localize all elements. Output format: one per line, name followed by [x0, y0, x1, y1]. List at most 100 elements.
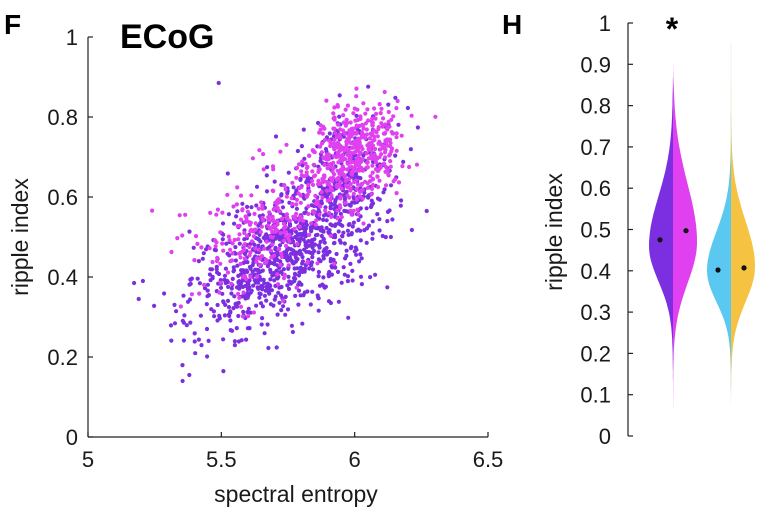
scatter-point: [271, 167, 276, 172]
scatter-point: [328, 233, 333, 238]
scatter-point: [249, 193, 254, 198]
scatter-point: [192, 339, 197, 344]
scatter-point: [152, 303, 157, 308]
scatter-point: [193, 351, 198, 356]
violin-right-half: [673, 64, 697, 416]
scatter-point: [336, 299, 341, 304]
scatter-point: [213, 244, 218, 249]
scatter-point: [379, 106, 384, 111]
scatter-point: [350, 268, 355, 273]
scatter-point: [256, 280, 261, 285]
scatter-points: [132, 80, 438, 384]
scatter-point: [264, 173, 269, 178]
scatter-point: [294, 285, 299, 290]
scatter-point: [240, 207, 245, 212]
scatter-point: [338, 154, 344, 159]
scatter-point: [268, 277, 273, 282]
scatter-point: [327, 269, 332, 275]
scatter-point: [295, 236, 300, 241]
scatter-point: [321, 173, 327, 178]
scatter-point: [383, 169, 388, 174]
scatter-point: [251, 229, 256, 234]
scatter-point: [317, 212, 322, 217]
scatter-point: [370, 170, 375, 175]
scatter-point: [296, 302, 301, 307]
scatter-point: [324, 180, 330, 185]
scatter-point: [407, 164, 412, 170]
scatter-point: [319, 225, 324, 230]
scatter-point: [300, 163, 305, 168]
scatter-point: [349, 164, 354, 169]
scatter-point: [248, 274, 253, 279]
violin-y-tick-label: 1: [599, 11, 611, 36]
scatter-point: [230, 241, 235, 246]
scatter-point: [240, 314, 246, 319]
scatter-point: [352, 150, 357, 155]
scatter-point: [215, 255, 220, 260]
scatter-point: [276, 282, 281, 287]
scatter-point: [264, 259, 269, 264]
scatter-point: [206, 338, 211, 343]
scatter-point: [330, 223, 335, 228]
scatter-point: [337, 182, 342, 187]
scatter-point: [332, 261, 337, 266]
scatter-point: [352, 131, 358, 136]
scatter-point: [326, 274, 331, 279]
scatter-point: [262, 331, 267, 336]
scatter-point: [298, 231, 303, 237]
scatter-title: ECoG: [120, 18, 214, 56]
scatter-point: [394, 131, 399, 136]
scatter-point: [307, 153, 312, 158]
scatter-point: [222, 277, 227, 282]
scatter-point: [286, 274, 291, 279]
scatter-point: [181, 293, 186, 298]
scatter-point: [361, 126, 366, 131]
scatter-point: [345, 274, 351, 279]
scatter-point: [321, 237, 326, 242]
scatter-point: [218, 285, 224, 290]
scatter-point: [243, 219, 248, 224]
scatter-point: [316, 296, 321, 301]
scatter-point: [268, 267, 273, 272]
scatter-point: [352, 249, 357, 254]
scatter-point: [346, 232, 351, 237]
scatter-point: [232, 339, 237, 344]
scatter-point: [339, 186, 344, 191]
scatter-point: [222, 273, 228, 278]
scatter-point: [257, 256, 263, 261]
scatter-point: [345, 120, 350, 125]
scatter-point: [358, 150, 363, 155]
scatter-point: [279, 254, 284, 259]
scatter-point: [181, 338, 186, 343]
scatter-point: [327, 138, 332, 143]
scatter-point: [296, 250, 301, 255]
scatter-point: [394, 106, 399, 111]
scatter-point: [322, 240, 327, 245]
scatter-point: [254, 203, 259, 208]
scatter-point: [175, 236, 180, 241]
scatter-point: [338, 196, 343, 201]
scatter-point: [261, 277, 266, 282]
scatter-point: [230, 251, 235, 256]
scatter-point: [319, 141, 325, 146]
scatter-point: [365, 160, 370, 165]
scatter-point: [350, 224, 355, 229]
scatter-point: [276, 290, 281, 295]
scatter-point: [327, 131, 332, 136]
scatter-point: [235, 209, 240, 214]
scatter-point: [396, 180, 402, 185]
scatter-point: [232, 343, 237, 348]
scatter-point: [285, 191, 290, 196]
scatter-point: [365, 165, 370, 170]
scatter-point: [370, 163, 375, 168]
scatter-point: [195, 276, 200, 281]
scatter-point: [342, 174, 347, 179]
scatter-point: [349, 145, 355, 150]
scatter-point: [381, 161, 386, 167]
scatter-point: [348, 246, 353, 251]
scatter-point: [189, 276, 194, 281]
scatter-point: [366, 156, 371, 161]
scatter-point: [252, 242, 257, 247]
scatter-point: [321, 275, 326, 280]
scatter-point: [316, 274, 321, 279]
